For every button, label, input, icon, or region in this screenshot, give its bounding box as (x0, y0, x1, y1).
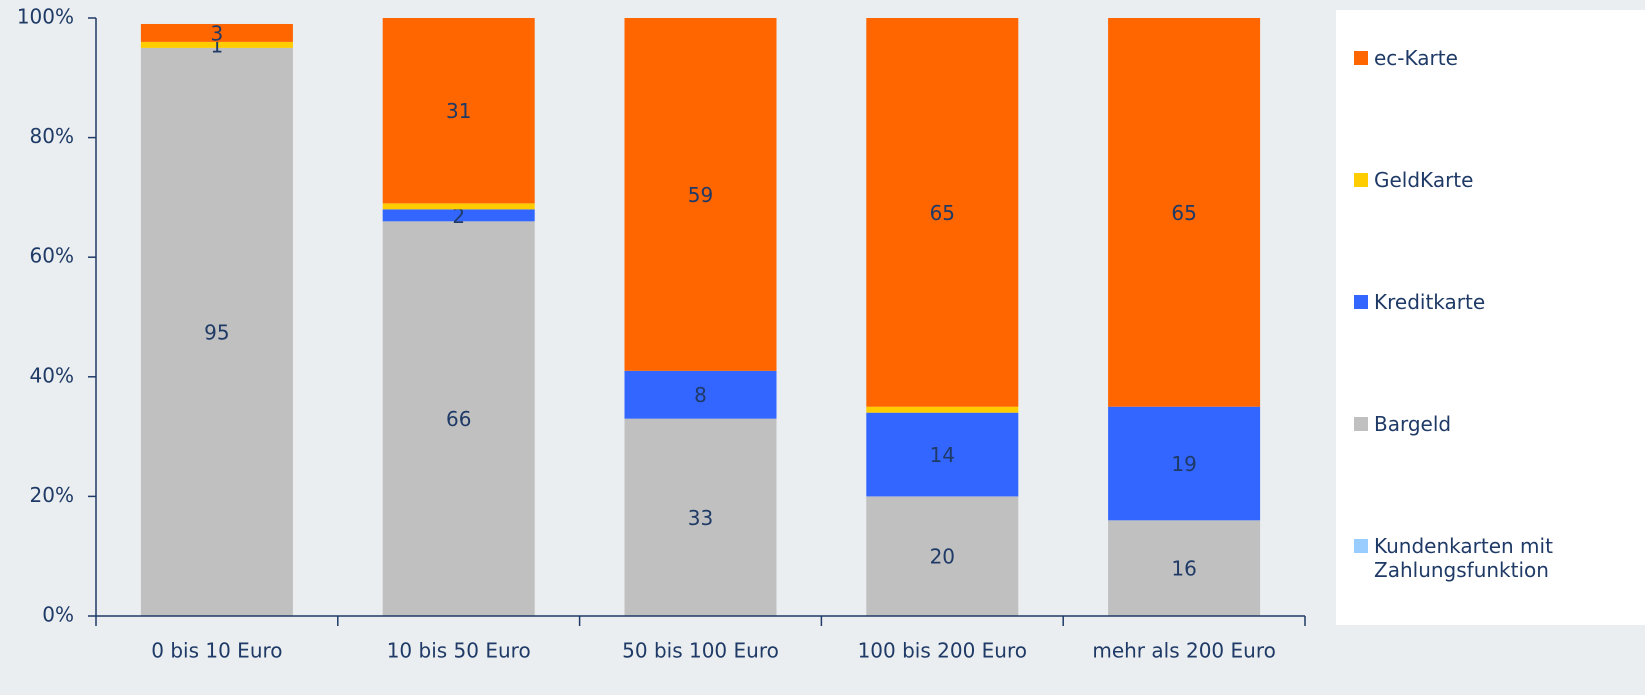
legend-item: GeldKarte (1354, 168, 1644, 192)
y-tick-label: 100% (17, 5, 74, 29)
legend-label: Bargeld (1374, 412, 1452, 436)
data-label: 2 (452, 204, 465, 228)
bar-segment (866, 406, 1019, 413)
legend-swatch (1354, 417, 1368, 431)
data-label: 95 (204, 320, 229, 344)
x-tick-label: mehr als 200 Euro (1092, 639, 1276, 663)
x-tick-label: 10 bis 50 Euro (387, 639, 531, 663)
bar-segment (382, 203, 535, 210)
bar-segment (382, 18, 535, 204)
legend-label: Kundenkarten mit Zahlungsfunktion (1374, 534, 1553, 582)
bar-segment (140, 41, 293, 48)
legend: ec-Karte GeldKarte Kreditkarte Bargeld Kunde… (1336, 10, 1645, 625)
bar-segment (1108, 520, 1261, 616)
legend-swatch (1354, 295, 1368, 309)
data-label: 59 (688, 183, 713, 207)
legend-item: Kreditkarte (1354, 290, 1644, 314)
bar-segment (140, 23, 293, 42)
x-tick-label: 0 bis 10 Euro (151, 639, 282, 663)
data-label: 16 (1171, 557, 1196, 581)
data-label: 33 (688, 506, 713, 530)
y-tick-label: 20% (30, 483, 74, 507)
y-tick-label: 40% (30, 363, 74, 387)
data-label: 66 (446, 407, 471, 431)
y-tick-label: 0% (42, 603, 74, 627)
legend-item: Kundenkarten mit Zahlungsfunktion (1354, 534, 1644, 582)
legend-item: ec-Karte (1354, 46, 1644, 70)
data-label: 3 (211, 21, 224, 45)
x-tick-label: 50 bis 100 Euro (622, 639, 779, 663)
data-label: 14 (930, 443, 955, 467)
legend-label: Kreditkarte (1374, 290, 1486, 314)
bar-segment (140, 47, 293, 616)
bar-segment (382, 209, 535, 222)
legend-label: GeldKarte (1374, 168, 1474, 192)
data-label: 20 (930, 545, 955, 569)
legend-swatch (1354, 173, 1368, 187)
legend-label: ec-Karte (1374, 46, 1458, 70)
data-label: 8 (694, 383, 707, 407)
bar-segment (1108, 18, 1261, 407)
y-tick-label: 80% (30, 124, 74, 148)
y-tick-label: 60% (30, 244, 74, 268)
bar-segment (866, 412, 1019, 497)
data-label: 19 (1171, 452, 1196, 476)
legend-swatch (1354, 539, 1368, 553)
data-label: 65 (930, 201, 955, 225)
bar-segment (866, 18, 1019, 407)
bar-segment (866, 496, 1019, 616)
bar-segment (382, 221, 535, 616)
bar-segment (624, 418, 777, 616)
legend-item: Bargeld (1354, 412, 1644, 436)
x-tick-label: 100 bis 200 Euro (858, 639, 1027, 663)
bar-segment (624, 370, 777, 419)
bar-segment (624, 18, 777, 371)
legend-swatch (1354, 51, 1368, 65)
data-label: 31 (446, 99, 471, 123)
bar-segment (1108, 406, 1261, 521)
data-label: 65 (1171, 201, 1196, 225)
